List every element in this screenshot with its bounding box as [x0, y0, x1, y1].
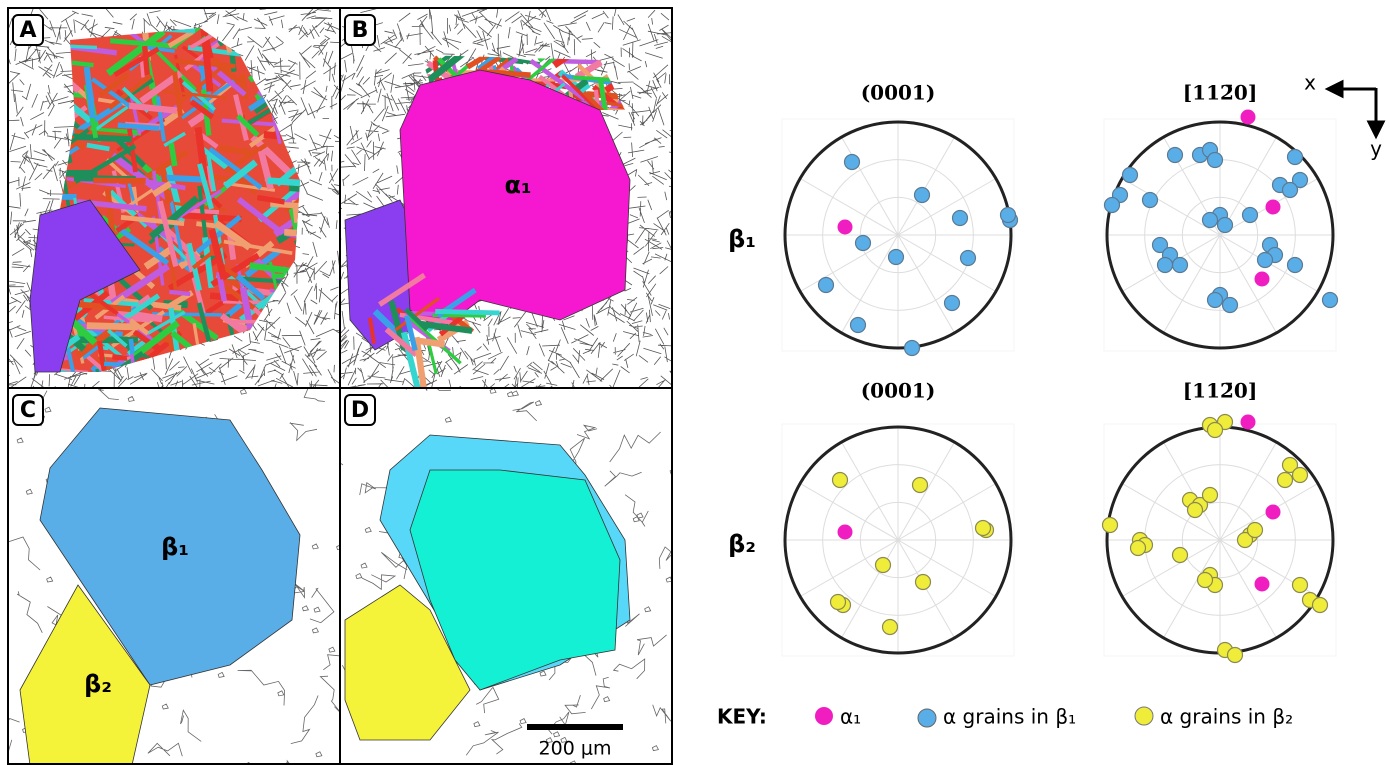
panel-label: A: [19, 18, 36, 43]
pole: [953, 211, 968, 226]
pole: [1313, 598, 1328, 613]
alpha1-pole: [838, 525, 853, 540]
pole: [1168, 148, 1183, 163]
panel-label: C: [20, 398, 36, 423]
axis-y: y: [1370, 137, 1382, 161]
lath: [87, 322, 138, 330]
row-label: β₁: [728, 225, 756, 253]
pole: [831, 595, 846, 610]
pole: [1323, 293, 1338, 308]
panel-c: [0, 372, 358, 765]
key-item: α grains in β₂: [1160, 705, 1293, 729]
pole: [976, 521, 991, 536]
pole: [1203, 488, 1218, 503]
pole: [1123, 168, 1138, 183]
pole: [1158, 258, 1173, 273]
pole: [1243, 208, 1258, 223]
pole: [1223, 298, 1238, 313]
pole: [1208, 423, 1223, 438]
grain-label: β₂: [84, 670, 112, 698]
row-label: β₂: [728, 530, 756, 558]
key-title: KEY:: [717, 705, 767, 729]
grain-label: β₁: [161, 533, 189, 561]
alpha1-grain: [400, 70, 630, 330]
pole: [1278, 473, 1293, 488]
pf-title: [112̄0]: [1183, 379, 1258, 403]
pole-figures: (0001) [112̄0] (0001) [112̄0] β₁ β₂ x y: [728, 71, 1383, 663]
pole: [1218, 218, 1233, 233]
pole: [1258, 253, 1273, 268]
pole: [1105, 198, 1120, 213]
pole: [945, 296, 960, 311]
key: KEY: α₁ α grains in β₁ α grains in β₂: [717, 705, 1293, 729]
pole: [856, 236, 871, 251]
panel-label: B: [352, 18, 369, 43]
pole: [1173, 548, 1188, 563]
pf-title: (0001): [861, 81, 936, 105]
pole: [833, 473, 848, 488]
pole: [1288, 258, 1303, 273]
figure: A B C D α₁ β₁ β₂ 200 μm (0001) [112̄0] (…: [0, 0, 1390, 765]
pf-title: [112̄0]: [1183, 81, 1258, 105]
pole: [1293, 468, 1308, 483]
pole: [1198, 573, 1213, 588]
pole: [915, 188, 930, 203]
pole: [1001, 208, 1016, 223]
pole: [1103, 518, 1118, 533]
panel-label: D: [351, 398, 369, 423]
pf-title: (0001): [861, 379, 936, 403]
pole: [1208, 293, 1223, 308]
lath: [93, 178, 145, 184]
pole: [913, 478, 928, 493]
pole: [1173, 258, 1188, 273]
pole: [1208, 153, 1223, 168]
alpha1-pole: [1241, 415, 1256, 430]
pole: [883, 620, 898, 635]
key-item: α₁: [840, 705, 861, 729]
alpha1-pole: [1241, 110, 1256, 125]
pole: [961, 251, 976, 266]
key-swatch: [815, 707, 833, 725]
pole: [889, 250, 904, 265]
pole: [876, 558, 891, 573]
key-item: α grains in β₁: [943, 705, 1076, 729]
pole: [1288, 150, 1303, 165]
pole: [851, 318, 866, 333]
pole: [905, 341, 920, 356]
pole: [1143, 193, 1158, 208]
alpha1-pole: [1266, 200, 1281, 215]
alpha1-pole: [1255, 272, 1270, 287]
pole: [1203, 213, 1218, 228]
panel-d: [309, 375, 678, 765]
panel-a: [0, 0, 363, 426]
scale-label: 200 μm: [539, 738, 612, 760]
pole: [819, 278, 834, 293]
pole: [1293, 578, 1308, 593]
pole: [1283, 183, 1298, 198]
alpha1-pole: [1255, 577, 1270, 592]
axis-x: x: [1304, 71, 1316, 95]
key-swatch: [1135, 707, 1153, 725]
alpha1-pole: [838, 220, 853, 235]
pole: [1248, 523, 1263, 538]
pole: [916, 575, 931, 590]
panel-b: [329, 8, 687, 406]
key-swatch: [918, 709, 936, 727]
pole: [1131, 541, 1146, 556]
pole: [1188, 503, 1203, 518]
pole: [1228, 648, 1243, 663]
phase-label: α₁: [505, 171, 532, 199]
pole: [845, 155, 860, 170]
alpha1-pole: [1266, 505, 1281, 520]
